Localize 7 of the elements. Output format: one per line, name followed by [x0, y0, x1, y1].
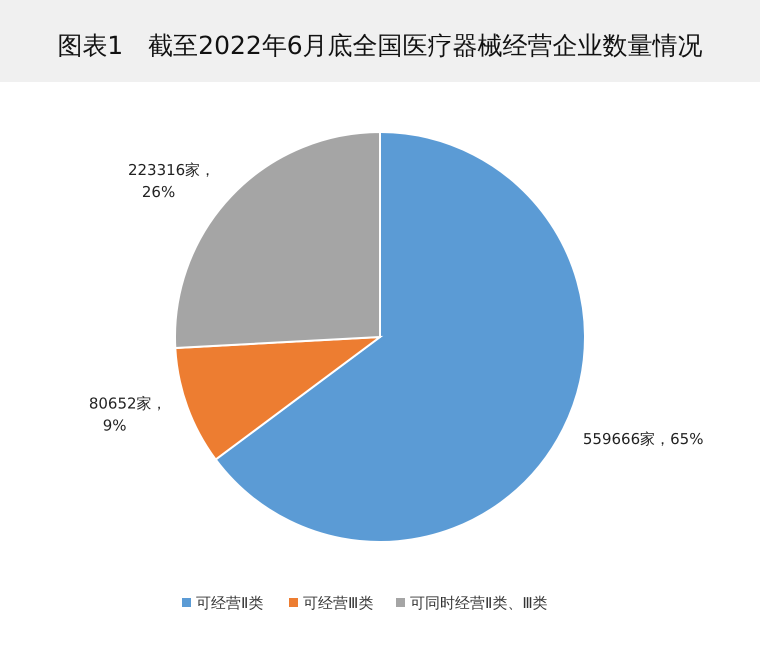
legend-label: 可经营Ⅲ类: [303, 594, 374, 612]
chart-title: 图表1 截至2022年6月底全国医疗器械经营企业数量情况: [57, 31, 703, 60]
data-label: 559666家，65%: [582, 430, 704, 448]
data-label: 223316家，26%: [128, 160, 216, 201]
data-label: 80652家，9%: [88, 394, 167, 434]
legend-label: 可同时经营Ⅱ类、Ⅲ类: [410, 594, 548, 612]
legend-label: 可经营Ⅱ类: [196, 594, 264, 612]
